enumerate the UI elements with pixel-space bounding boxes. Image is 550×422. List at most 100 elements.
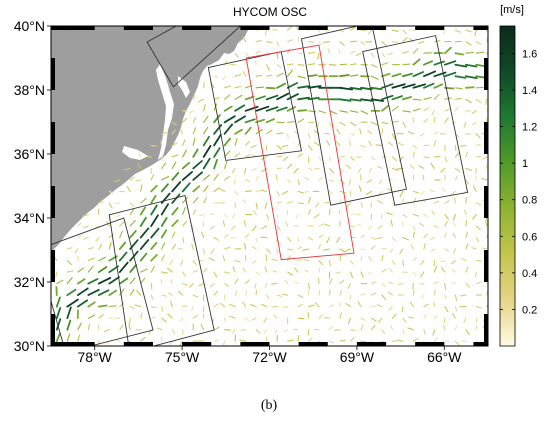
current-vector (465, 151, 468, 158)
current-vector (423, 243, 426, 250)
current-vector (285, 221, 289, 227)
current-vector (464, 63, 478, 68)
current-vector (482, 156, 488, 160)
current-vector (465, 329, 470, 336)
current-vector (66, 306, 72, 320)
current-vector (97, 276, 112, 285)
current-vector (349, 156, 356, 161)
current-vector (224, 283, 230, 287)
current-vector (224, 94, 231, 100)
current-vector (182, 196, 189, 204)
current-vector (281, 144, 289, 148)
colorbar: [m/s] 0.2 0.4 0.6 0.8 1 1.2 1.4 1.6 (499, 4, 537, 347)
colorbar-tick-label: 0.2 (522, 304, 537, 316)
current-vector (134, 304, 142, 308)
current-vector (376, 304, 383, 308)
current-vector (129, 229, 137, 239)
current-vector (212, 317, 215, 323)
current-vector (282, 156, 289, 162)
current-vector (213, 271, 218, 278)
current-vector (242, 199, 247, 204)
current-vector (192, 171, 204, 181)
current-vector (339, 86, 354, 91)
current-vector (339, 339, 346, 342)
current-vector (358, 185, 362, 192)
current-vector (409, 301, 414, 308)
current-vector (444, 220, 448, 227)
current-vector (213, 124, 223, 135)
current-vector (167, 292, 173, 296)
current-vector (412, 213, 420, 217)
current-vector (452, 221, 456, 227)
current-vector (115, 213, 121, 218)
current-vector (475, 225, 481, 231)
current-vector (318, 176, 323, 181)
current-vector (318, 267, 321, 273)
current-vector (129, 306, 135, 310)
current-vector (463, 121, 467, 128)
current-vector (276, 92, 290, 101)
land-area (51, 26, 248, 252)
current-vector (198, 98, 205, 103)
current-vector (265, 106, 279, 112)
frame-segment (51, 26, 66, 30)
current-vector (119, 221, 125, 227)
current-vector (452, 248, 456, 254)
current-vector (412, 71, 425, 78)
current-vector (378, 179, 383, 185)
current-vector (161, 242, 166, 250)
current-vector (129, 277, 136, 285)
current-vector (442, 29, 446, 35)
current-vector (444, 117, 449, 123)
current-vector (161, 271, 168, 274)
current-vector (454, 294, 458, 301)
current-vector (423, 96, 432, 100)
current-vector (265, 94, 279, 101)
current-vector (213, 114, 221, 124)
current-vector (202, 144, 212, 158)
current-vector (240, 329, 247, 331)
current-vector (433, 225, 439, 229)
current-vector (440, 260, 446, 263)
frame-segment (51, 314, 55, 346)
frame-segment (415, 342, 445, 346)
current-vector (276, 52, 279, 60)
current-vector (271, 258, 278, 262)
current-vector (360, 271, 364, 278)
current-vector (66, 319, 72, 331)
current-vector (307, 85, 322, 89)
current-vector (412, 271, 417, 276)
current-vector (150, 294, 154, 300)
colorbar-tick-label: 0.4 (522, 268, 537, 280)
current-vector (440, 167, 446, 173)
map-title: HYCOM OSC (233, 5, 307, 19)
current-vector (326, 236, 331, 244)
current-vector (323, 317, 331, 319)
lon-tick-label: 75°W (165, 349, 200, 365)
current-vector (324, 29, 331, 32)
current-vector (182, 236, 185, 244)
current-vector (391, 202, 396, 207)
current-vector (399, 248, 404, 255)
current-vector (328, 325, 333, 331)
current-vector (171, 181, 182, 193)
frame-segment (51, 58, 55, 90)
swath-3 (146, 26, 242, 88)
current-vector (465, 283, 470, 288)
current-vector (222, 220, 226, 227)
current-vector (297, 36, 300, 43)
current-vector (349, 271, 354, 279)
current-vector (287, 163, 293, 169)
current-vector (272, 270, 278, 273)
current-vector (328, 190, 334, 195)
current-vector (87, 257, 95, 262)
current-vector (161, 254, 166, 262)
current-vector (150, 306, 157, 309)
current-vector (412, 58, 421, 66)
current-vector (224, 213, 228, 218)
current-vector (441, 188, 446, 192)
current-vector (103, 329, 110, 333)
current-vector (444, 306, 449, 313)
current-vector (433, 314, 438, 319)
current-vector (264, 283, 268, 289)
